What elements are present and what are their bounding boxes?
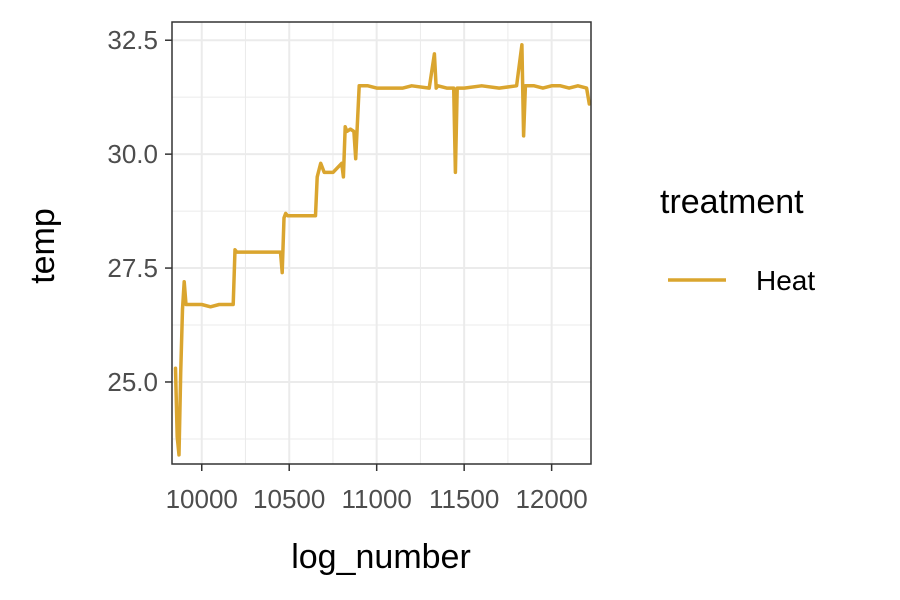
legend-title: treatment: [660, 183, 804, 221]
legend-label-heat: Heat: [756, 265, 815, 296]
series-line-heat: [173, 43, 592, 457]
panel-border: [171, 21, 592, 465]
y-tick-label-0: 25.0: [107, 367, 158, 397]
y-axis-title: temp: [24, 208, 62, 284]
y-tick-label-1: 27.5: [107, 253, 158, 283]
legend: treatment Heat: [660, 183, 815, 296]
x-tick-label-0: 10000: [166, 484, 238, 514]
x-axis: 10000 10500 11000 11500 12000: [166, 464, 588, 514]
y-tick-label-2: 30.0: [107, 139, 158, 169]
grid-major: [172, 22, 591, 464]
x-tick-label-2: 11000: [342, 484, 412, 514]
x-tick-label-1: 10500: [253, 484, 325, 514]
grid-minor: [172, 22, 591, 464]
x-tick-label-3: 11500: [429, 484, 499, 514]
y-tick-label-3: 32.5: [107, 25, 158, 55]
x-axis-title: log_number: [291, 538, 471, 576]
y-axis: 25.0 27.5 30.0 32.5: [107, 25, 172, 397]
x-tick-label-4: 12000: [515, 484, 587, 514]
series-layer: [173, 43, 592, 457]
